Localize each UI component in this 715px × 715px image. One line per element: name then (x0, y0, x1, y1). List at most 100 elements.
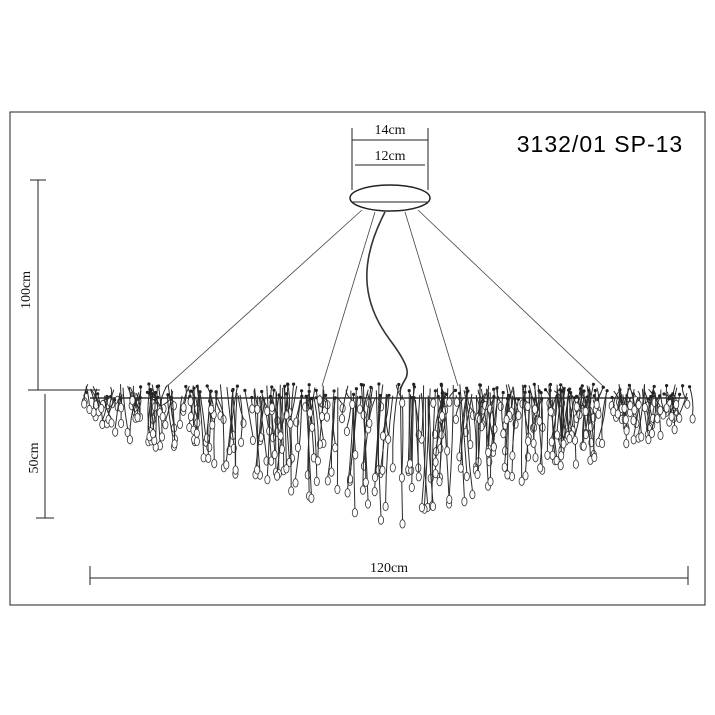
branch-tip (304, 394, 308, 398)
crystal-drop (553, 455, 560, 466)
branch (374, 395, 381, 474)
crystal-drop (149, 429, 156, 439)
crystal-drop (657, 430, 664, 440)
branch (678, 392, 688, 415)
branch (441, 394, 447, 412)
wire (417, 209, 606, 389)
crystal-drop (557, 460, 564, 471)
crystal-drop (211, 458, 218, 469)
branch (197, 384, 205, 454)
branch (632, 389, 635, 407)
branch (382, 394, 389, 467)
branch (232, 390, 237, 467)
branch-tip (681, 384, 685, 388)
branch-tip (156, 395, 160, 399)
branch-tip (591, 382, 596, 386)
crystal-drop (630, 435, 637, 445)
crystal-drop (314, 456, 321, 466)
branch (465, 393, 473, 429)
branch-tip (580, 384, 584, 388)
branch-tip (453, 388, 458, 392)
branch (506, 386, 514, 416)
branch (613, 390, 623, 405)
crystal-drop (436, 476, 443, 487)
branch-tip (543, 388, 548, 392)
crystal-drop (621, 403, 628, 413)
branch (574, 385, 583, 437)
crystal-drop (187, 396, 194, 407)
branch-tip (205, 384, 209, 388)
branch (612, 389, 621, 408)
branch-tip (492, 395, 496, 399)
branch (147, 392, 150, 433)
branch (362, 385, 367, 479)
branch (512, 390, 519, 412)
crystal-drop (118, 418, 125, 429)
branch-tip (501, 390, 505, 395)
crystal-drop (193, 428, 200, 438)
branch (152, 397, 156, 430)
crystal-drop (134, 412, 141, 423)
branch-tip (567, 388, 571, 392)
crystal-drop (306, 408, 313, 418)
crystal-drop (118, 403, 125, 413)
crystal-drop (316, 395, 323, 405)
canopy-dims: 14cm 12cm (351, 123, 429, 190)
crystal-drop (582, 406, 589, 417)
branch-tip (243, 388, 247, 392)
crystal-drop (654, 414, 661, 424)
branch (415, 399, 420, 473)
branch-tip (592, 394, 596, 398)
branch (129, 387, 138, 414)
crystal-drop (238, 437, 245, 447)
branch-tip (412, 385, 416, 389)
branch (284, 386, 287, 465)
branch-tip (537, 389, 541, 393)
branch-tip (307, 383, 311, 387)
crystal-drop (645, 434, 652, 445)
branch (375, 390, 382, 517)
branch-tip (646, 397, 650, 401)
branch (346, 390, 352, 428)
branch (440, 384, 448, 447)
branch-tip (548, 382, 553, 387)
crystal-drop (371, 472, 378, 483)
branch (492, 394, 495, 444)
crystal-drop (171, 439, 178, 449)
branch (546, 390, 551, 452)
branch (422, 385, 429, 504)
branch-tip (407, 389, 411, 393)
branch (459, 384, 468, 473)
branch (505, 384, 510, 412)
branch (486, 391, 490, 483)
branch-tip (314, 388, 318, 392)
branch-tip (516, 397, 521, 401)
crystal-drop (544, 450, 551, 460)
branch-tip (667, 397, 671, 401)
crystal-drop (309, 422, 316, 433)
branch-tip (324, 393, 328, 397)
crystal-drop (522, 471, 529, 481)
branch-tip (214, 390, 218, 394)
branch (253, 389, 261, 472)
crystal-drop (638, 432, 645, 442)
crystal-drop (548, 437, 555, 447)
branch-tip (189, 389, 193, 393)
branch-tip (352, 392, 356, 396)
branch (586, 385, 595, 454)
branch (637, 390, 641, 402)
crystal-drop (487, 476, 494, 487)
crystal-drop (377, 515, 384, 525)
branch-tip (492, 387, 496, 391)
branch-tip (522, 398, 527, 402)
crystal-drop (530, 438, 537, 448)
branch-tip (582, 389, 586, 393)
branch (624, 385, 632, 405)
branch-tip (665, 384, 669, 388)
branch (569, 392, 573, 431)
crystal-drop (323, 412, 330, 422)
crystal-drop (209, 420, 216, 430)
branch (280, 397, 285, 467)
crystal-drop (461, 496, 468, 507)
